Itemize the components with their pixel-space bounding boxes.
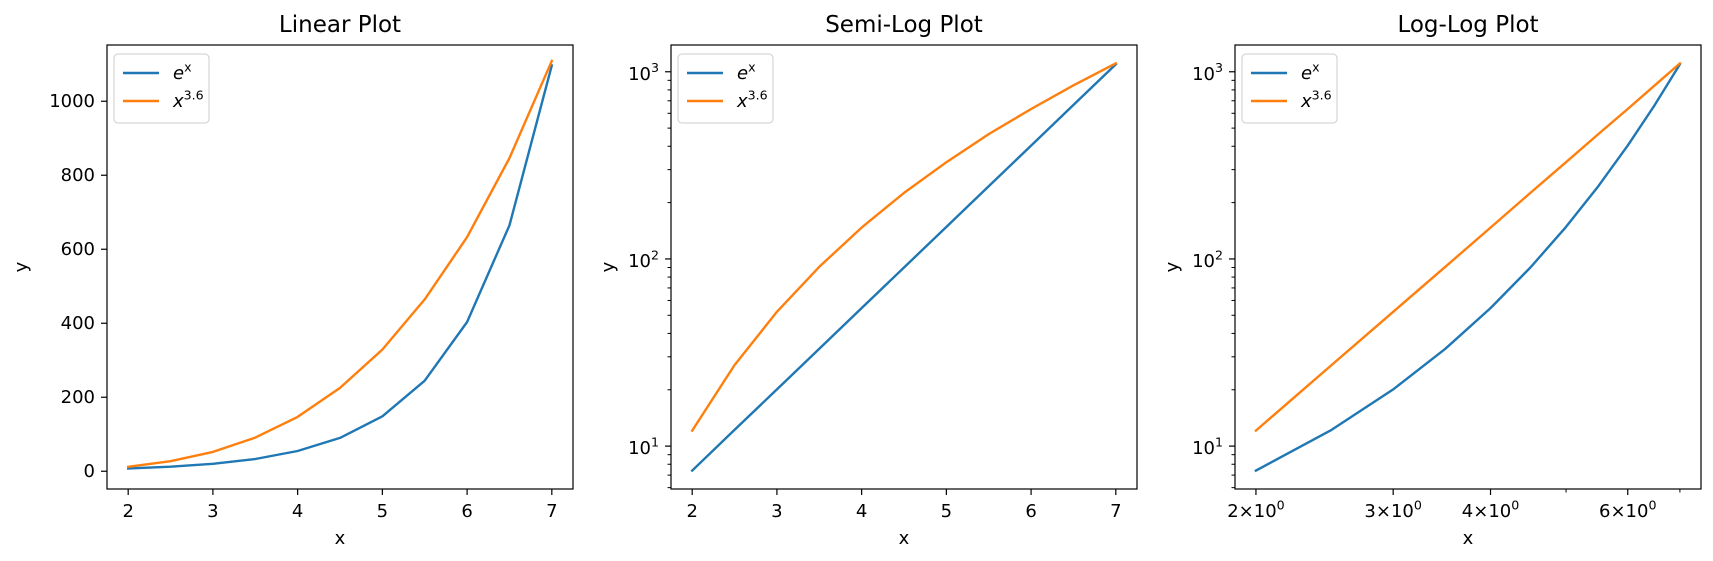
x-tick-label: 5 xyxy=(941,501,952,522)
y-tick-label: 200 xyxy=(61,387,95,408)
x-tick-label: 2 xyxy=(686,501,697,522)
y-axis-label: y xyxy=(1162,261,1183,272)
x-tick-label: 4×100 xyxy=(1462,497,1519,522)
y-tick-label: 600 xyxy=(61,239,95,260)
y-tick-label: 101 xyxy=(1192,435,1223,460)
legend-box xyxy=(677,53,774,124)
chart-title: Semi-Log Plot xyxy=(825,12,983,38)
x-tick-label: 4 xyxy=(856,501,867,522)
y-axis-label: y xyxy=(11,261,32,272)
plot-frame xyxy=(106,44,574,490)
legend-label: ex xyxy=(1301,59,1320,84)
legend: ex x3.6 xyxy=(1241,53,1338,124)
x-tick-label: 6 xyxy=(1025,501,1036,522)
legend-box xyxy=(113,53,210,124)
legend: ex x3.6 xyxy=(113,53,210,124)
x-tick-label: 2 xyxy=(122,501,133,522)
x-tick-label: 7 xyxy=(546,501,557,522)
x-axis-label: x xyxy=(899,528,910,549)
x-tick-label: 7 xyxy=(1110,501,1121,522)
series-line-power xyxy=(690,61,1118,433)
panel-1: Linear Plot 2 3 4 5 6 7 0 200 400 600 800 1000 x y ex x3… xyxy=(11,12,574,549)
legend-label: ex xyxy=(173,59,192,84)
y-tick-label: 800 xyxy=(61,165,95,186)
y-tick-label: 1000 xyxy=(49,91,95,112)
chart-title: Log-Log Plot xyxy=(1397,12,1538,38)
y-tick-label: 0 xyxy=(84,461,95,482)
series-line-exp xyxy=(690,62,1118,473)
y-tick-label: 400 xyxy=(61,313,95,334)
series-line-exp xyxy=(126,64,554,470)
legend: ex x3.6 xyxy=(677,53,774,124)
y-tick-label: 102 xyxy=(628,247,659,272)
series-line-power xyxy=(1254,61,1682,433)
y-tick-label: 103 xyxy=(1192,60,1223,85)
y-tick-label: 102 xyxy=(1192,247,1223,272)
x-tick-label: 3×100 xyxy=(1364,497,1421,522)
legend-box xyxy=(1241,53,1338,124)
x-axis-label: x xyxy=(1463,528,1474,549)
y-tick-label: 103 xyxy=(628,60,659,85)
x-tick-label: 6×100 xyxy=(1599,497,1656,522)
series-line-exp xyxy=(1254,62,1682,473)
plot-frame xyxy=(670,44,1138,490)
series-line-power xyxy=(126,59,554,469)
x-axis-label: x xyxy=(335,528,346,549)
y-tick-label: 101 xyxy=(628,435,659,460)
x-tick-label: 2×100 xyxy=(1227,497,1284,522)
panel-2: Semi-Log Plot 2 3 4 5 6 7 101 102 103 x y ex x3.6 xyxy=(598,12,1138,549)
x-tick-label: 6 xyxy=(461,501,472,522)
x-tick-label: 3 xyxy=(771,501,782,522)
legend-label: ex xyxy=(737,59,756,84)
y-axis-label: y xyxy=(598,261,619,272)
x-tick-label: 3 xyxy=(207,501,218,522)
x-tick-label: 4 xyxy=(292,501,303,522)
x-tick-label: 5 xyxy=(377,501,388,522)
plot-frame xyxy=(1234,44,1702,490)
legend-label: x3.6 xyxy=(736,87,768,112)
legend-label: x3.6 xyxy=(172,87,204,112)
chart-title: Linear Plot xyxy=(279,12,401,38)
panel-3: Log-Log Plot 2×100 3×100 4×100 6×100 101 102 10… xyxy=(1162,12,1702,549)
legend-label: x3.6 xyxy=(1300,87,1332,112)
